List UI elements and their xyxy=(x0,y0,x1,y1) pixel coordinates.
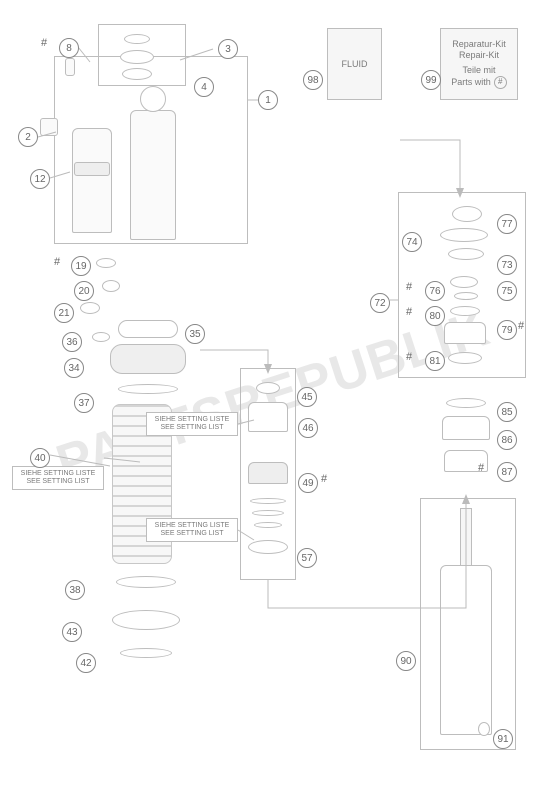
kit-line2: Repair-Kit xyxy=(459,50,499,61)
shim-c xyxy=(254,522,282,528)
screw-8 xyxy=(65,58,75,76)
callout-90: 90 xyxy=(396,651,416,671)
reservoir-cylinder xyxy=(72,128,112,233)
hash-mark-7: # xyxy=(478,462,484,474)
valve-head xyxy=(40,118,58,136)
callout-37: 37 xyxy=(74,393,94,413)
fluid-label: FLUID xyxy=(341,59,367,70)
callout-85: 85 xyxy=(497,402,517,422)
hash-mark-1: # xyxy=(54,256,60,268)
eye-top xyxy=(140,86,166,112)
main-cylinder xyxy=(130,110,176,240)
shim-a xyxy=(250,498,286,504)
reservoir-badge xyxy=(74,162,110,176)
part-85 xyxy=(446,398,486,408)
part-20 xyxy=(102,280,120,292)
bolt-91 xyxy=(478,722,490,736)
callout-87: 87 xyxy=(497,462,517,482)
collar-35 xyxy=(118,320,178,338)
part-19 xyxy=(96,258,116,268)
washer-37 xyxy=(118,384,178,394)
seal-ring-b xyxy=(120,50,154,64)
fluid-box: FLUID xyxy=(327,28,382,100)
seal-43 xyxy=(112,610,180,630)
hash-mark-4: # xyxy=(406,306,412,318)
callout-73: 73 xyxy=(497,255,517,275)
ring-36 xyxy=(92,332,110,342)
callout-8: 8 xyxy=(59,38,79,58)
callout-79: 79 xyxy=(497,320,517,340)
callout-36: 36 xyxy=(62,332,82,352)
kit-line4: Parts with xyxy=(451,77,491,88)
callout-80: 80 xyxy=(425,306,445,326)
part-21 xyxy=(80,302,100,314)
callout-43: 43 xyxy=(62,622,82,642)
diagram-canvas: PARTSREPUBLIK FLUID Reparatur-Kit Repair… xyxy=(0,0,546,792)
callout-20: 20 xyxy=(74,281,94,301)
washer-38 xyxy=(116,576,176,588)
callout-57: 57 xyxy=(297,548,317,568)
callout-76: 76 xyxy=(425,281,445,301)
shim-b xyxy=(252,510,284,516)
callout-3: 3 xyxy=(218,39,238,59)
callout-98: 98 xyxy=(303,70,323,90)
part-57 xyxy=(248,540,288,554)
callout-19: 19 xyxy=(71,256,91,276)
seal-ring-c xyxy=(122,68,152,80)
seal-ring-a xyxy=(124,34,150,44)
callout-99: 99 xyxy=(421,70,441,90)
part-49 xyxy=(248,462,288,484)
callout-35: 35 xyxy=(185,324,205,344)
part-81 xyxy=(448,352,482,364)
hash-mark-2: # xyxy=(321,473,327,485)
callout-45: 45 xyxy=(297,387,317,407)
callout-34: 34 xyxy=(64,358,84,378)
callout-49: 49 xyxy=(298,473,318,493)
hash-mark-5: # xyxy=(406,351,412,363)
repair-kit-box: Reparatur-Kit Repair-Kit Teile mit Parts… xyxy=(440,28,518,100)
part-86 xyxy=(442,416,490,440)
setting-label-40: SIEHE SETTING LISTE SEE SETTING LIST xyxy=(12,466,104,490)
setting-label-45: SIEHE SETTING LISTE SEE SETTING LIST xyxy=(146,412,238,436)
hash-mark-0: # xyxy=(41,37,47,49)
part-77 xyxy=(452,206,482,222)
part-75 xyxy=(454,292,478,300)
collar-34 xyxy=(110,344,186,374)
hash-mark-3: # xyxy=(406,281,412,293)
tube-90 xyxy=(440,565,492,735)
kit-hash-badge: # xyxy=(494,76,507,89)
part-73 xyxy=(448,248,484,260)
callout-81: 81 xyxy=(425,351,445,371)
callout-1: 1 xyxy=(258,90,278,110)
callout-74: 74 xyxy=(402,232,422,252)
callout-86: 86 xyxy=(497,430,517,450)
kit-line3: Teile mit xyxy=(462,65,495,76)
setting-label-57: SIEHE SETTING LISTE SEE SETTING LIST xyxy=(146,518,238,542)
part-45 xyxy=(256,382,280,394)
hash-mark-6: # xyxy=(518,320,524,332)
callout-40: 40 xyxy=(30,448,50,468)
callout-42: 42 xyxy=(76,653,96,673)
callout-77: 77 xyxy=(497,214,517,234)
callout-21: 21 xyxy=(54,303,74,323)
callout-46: 46 xyxy=(298,418,318,438)
kit-line1: Reparatur-Kit xyxy=(452,39,506,50)
part-74 xyxy=(440,228,488,242)
callout-12: 12 xyxy=(30,169,50,189)
callout-38: 38 xyxy=(65,580,85,600)
callout-75: 75 xyxy=(497,281,517,301)
callout-91: 91 xyxy=(493,729,513,749)
part-46 xyxy=(248,402,288,432)
callout-4: 4 xyxy=(194,77,214,97)
callout-72: 72 xyxy=(370,293,390,313)
part-76 xyxy=(450,276,478,288)
part-79 xyxy=(444,322,486,344)
part-80 xyxy=(450,306,480,316)
oring-42 xyxy=(120,648,172,658)
callout-2: 2 xyxy=(18,127,38,147)
